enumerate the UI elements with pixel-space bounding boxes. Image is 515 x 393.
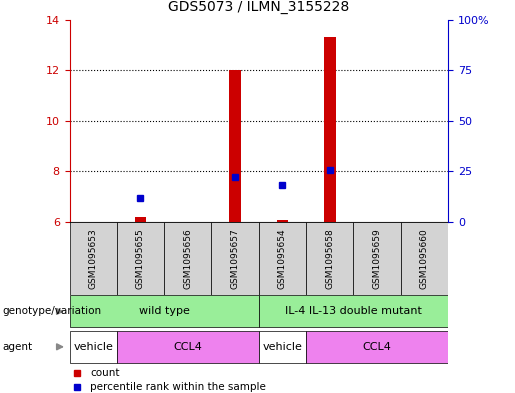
Bar xyxy=(70,296,259,327)
Bar xyxy=(324,37,336,222)
Bar xyxy=(259,296,448,327)
Title: GDS5073 / ILMN_3155228: GDS5073 / ILMN_3155228 xyxy=(168,0,349,15)
Bar xyxy=(259,222,306,295)
Text: agent: agent xyxy=(3,342,32,352)
Text: GSM1095656: GSM1095656 xyxy=(183,228,192,289)
Bar xyxy=(259,331,306,363)
Bar xyxy=(306,222,353,295)
Text: GSM1095654: GSM1095654 xyxy=(278,228,287,289)
Text: GSM1095657: GSM1095657 xyxy=(231,228,239,289)
Bar xyxy=(134,217,146,222)
Bar xyxy=(277,220,288,222)
Bar xyxy=(70,222,117,295)
Bar xyxy=(117,331,259,363)
Bar xyxy=(164,222,212,295)
Bar xyxy=(70,331,117,363)
Bar xyxy=(117,222,164,295)
Bar xyxy=(401,222,448,295)
Text: percentile rank within the sample: percentile rank within the sample xyxy=(90,382,266,392)
Text: count: count xyxy=(90,368,120,378)
Text: GSM1095659: GSM1095659 xyxy=(372,228,382,289)
Bar xyxy=(229,70,241,222)
Text: vehicle: vehicle xyxy=(263,342,302,352)
Text: GSM1095653: GSM1095653 xyxy=(89,228,98,289)
Text: IL-4 IL-13 double mutant: IL-4 IL-13 double mutant xyxy=(285,307,422,316)
Bar xyxy=(353,222,401,295)
Text: genotype/variation: genotype/variation xyxy=(3,307,101,316)
Text: vehicle: vehicle xyxy=(73,342,113,352)
Text: wild type: wild type xyxy=(139,307,190,316)
Text: CCL4: CCL4 xyxy=(363,342,391,352)
Text: CCL4: CCL4 xyxy=(174,342,202,352)
Text: GSM1095658: GSM1095658 xyxy=(325,228,334,289)
Bar xyxy=(212,222,259,295)
Bar xyxy=(306,331,448,363)
Text: GSM1095655: GSM1095655 xyxy=(136,228,145,289)
Text: GSM1095660: GSM1095660 xyxy=(420,228,429,289)
